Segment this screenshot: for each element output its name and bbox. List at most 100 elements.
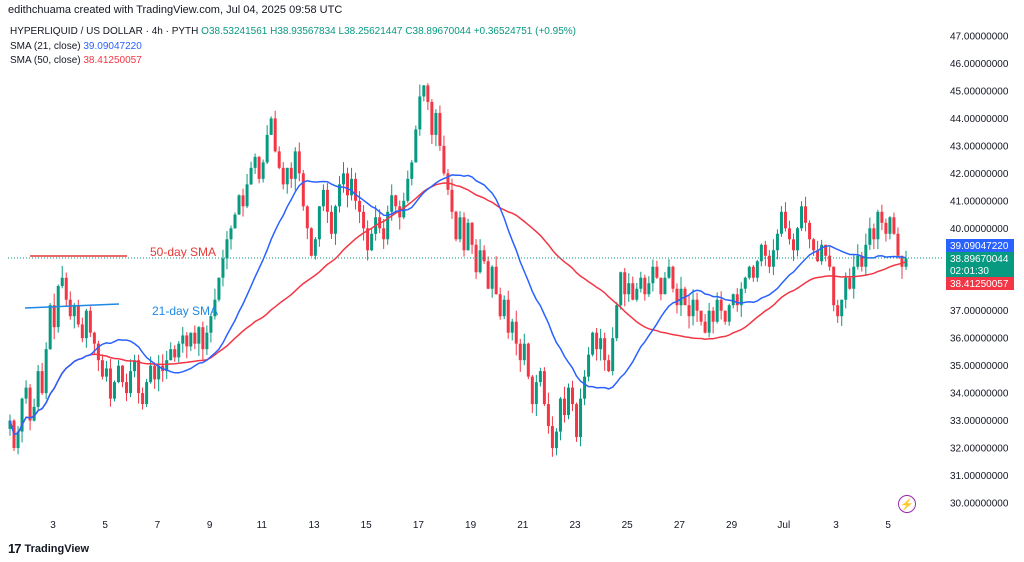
legend-symbol-row[interactable]: HYPERLIQUID / US DOLLAR · 4h · PYTH O38.… <box>10 25 576 40</box>
candle-body <box>864 244 868 267</box>
candle-body <box>414 129 418 163</box>
tradingview-logo-text: TradingView <box>24 542 90 555</box>
candle-body <box>595 332 599 350</box>
candle-body <box>579 398 583 438</box>
price-axis[interactable]: 47.00000000 46.00000000 45.00000000 44.0000… <box>950 32 1009 510</box>
candle-body <box>430 101 434 135</box>
candle-body <box>205 332 209 350</box>
y-tick-label: 45.00000000 <box>950 86 1009 97</box>
candle-body <box>514 321 518 344</box>
candle-body <box>659 277 663 295</box>
candle-body <box>490 266 494 289</box>
candle-body <box>362 211 366 229</box>
candle-body <box>197 327 201 344</box>
y-tick-label: 34.00000000 <box>950 389 1009 400</box>
candle-body <box>217 277 221 300</box>
candle-body <box>289 167 293 179</box>
lightning-icon[interactable]: ⚡ <box>898 495 916 513</box>
candle-body <box>715 299 719 322</box>
time-axis[interactable]: 3 5 7 9 11 13 15 17 19 21 23 25 27 29 Jul 3 5 <box>50 520 891 531</box>
candle-body <box>40 371 44 394</box>
x-tick-label: 3 <box>833 520 839 531</box>
candle-body <box>575 404 579 438</box>
candle-body <box>104 368 108 377</box>
candle-body <box>639 277 643 289</box>
x-tick-label: 15 <box>361 520 373 531</box>
candle-body <box>840 299 844 317</box>
legend-sma21-label: SMA (21, close) <box>10 40 81 52</box>
candle-body <box>836 305 840 317</box>
candle-body <box>281 167 285 185</box>
candle-body <box>607 360 611 372</box>
y-tick-label: 40.00000000 <box>950 224 1009 235</box>
candle-body <box>305 206 309 229</box>
sma21-badge: 39.09047220 <box>946 239 1014 252</box>
candle-body <box>631 283 635 300</box>
chart-legend: HYPERLIQUID / US DOLLAR · 4h · PYTH O38.… <box>10 25 576 69</box>
candle-body <box>474 244 478 273</box>
candles <box>8 83 908 457</box>
candle-body <box>446 173 450 190</box>
candle-body <box>558 398 562 432</box>
candle-body <box>735 294 739 306</box>
legend-open: O38.53241561 <box>201 26 268 37</box>
candle-body <box>783 211 787 229</box>
candle-body <box>358 200 362 212</box>
candle-body <box>711 310 715 322</box>
candle-body <box>679 288 683 306</box>
y-tick-label: 42.00000000 <box>950 169 1009 180</box>
x-tick-label: 5 <box>102 520 108 531</box>
candle-body <box>603 338 607 361</box>
candle-body <box>655 266 659 278</box>
candle-body <box>350 178 354 196</box>
tradingview-logo[interactable]: 17 TradingView <box>8 541 89 556</box>
candle-body <box>193 332 197 344</box>
candle-body <box>133 360 137 372</box>
candle-body <box>317 206 321 240</box>
candle-body <box>269 118 273 135</box>
legend-close: C38.89670044 <box>405 26 471 37</box>
candle-body <box>635 288 639 300</box>
candle-body <box>739 288 743 306</box>
candle-body <box>261 162 265 179</box>
candle-body <box>663 277 667 295</box>
x-tick-label: 21 <box>517 520 529 531</box>
sma21-annotation-line <box>24 303 120 309</box>
candle-body <box>796 228 800 251</box>
candle-body <box>458 217 462 240</box>
x-tick-label: 19 <box>465 520 477 531</box>
candle-body <box>92 332 96 344</box>
candle-body <box>623 272 627 295</box>
candle-body <box>852 266 856 289</box>
legend-sma21-row[interactable]: SMA (21, close) 39.09047220 <box>10 40 576 55</box>
x-tick-label: 25 <box>622 520 634 531</box>
x-tick-label: 11 <box>257 520 268 531</box>
candle-body <box>546 404 550 427</box>
candle-body <box>333 206 337 234</box>
candle-body <box>434 112 438 135</box>
candle-body <box>506 299 510 333</box>
candle-body <box>526 343 530 377</box>
candle-body <box>52 305 56 328</box>
price-badge-text: 38.89670044 <box>950 254 1009 265</box>
candle-body <box>121 365 125 383</box>
candle-body <box>779 211 783 234</box>
candle-body <box>36 371 40 407</box>
candle-body <box>32 406 36 421</box>
candle-body <box>591 332 595 355</box>
y-tick-label: 41.00000000 <box>950 196 1009 207</box>
candle-body <box>707 310 711 333</box>
legend-sma50-row[interactable]: SMA (50, close) 38.41250057 <box>10 54 576 69</box>
y-tick-label: 43.00000000 <box>950 141 1009 152</box>
candle-body <box>265 134 269 163</box>
candle-body <box>627 283 631 295</box>
sma50-annotation[interactable]: 50-day SMA <box>150 245 216 259</box>
candle-body <box>534 382 538 405</box>
candle-body <box>398 206 402 218</box>
candle-body <box>213 299 217 317</box>
sma21-annotation[interactable]: 21-day SMA <box>152 304 218 318</box>
y-tick-label: 31.00000000 <box>950 471 1009 482</box>
candle-body <box>884 222 888 234</box>
candle-body <box>28 387 32 421</box>
